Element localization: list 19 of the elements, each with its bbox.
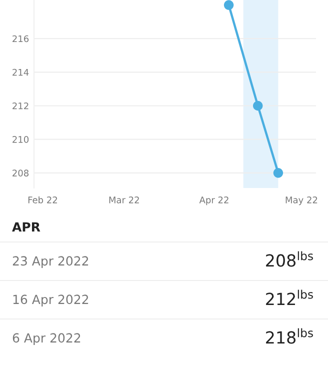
y-tick-label: 214: [12, 68, 29, 76]
point: [252, 100, 263, 111]
point: [224, 0, 234, 10]
text: 6 Apr 2022: [12, 333, 80, 346]
x-tick-label: Mar 22: [109, 196, 139, 204]
text: 212$^{lbs}$: [266, 290, 313, 306]
x-tick-label: May 22: [286, 196, 318, 206]
point: [273, 168, 284, 178]
text: 208$^{lbs}$: [266, 251, 313, 267]
y-tick-label: 212: [12, 102, 28, 110]
y-tick-label: 208: [12, 170, 29, 176]
x-tick-label: Feb 22: [28, 196, 57, 204]
text: APR: [12, 222, 40, 232]
text: 23 Apr 2022: [12, 256, 88, 268]
y-tick-label: 210: [12, 136, 29, 143]
text: 218$^{lbs}$: [266, 328, 313, 344]
y-tick-label: 216: [12, 35, 29, 42]
text: 16 Apr 2022: [13, 294, 88, 307]
x-tick-label: Apr 22: [199, 196, 228, 206]
